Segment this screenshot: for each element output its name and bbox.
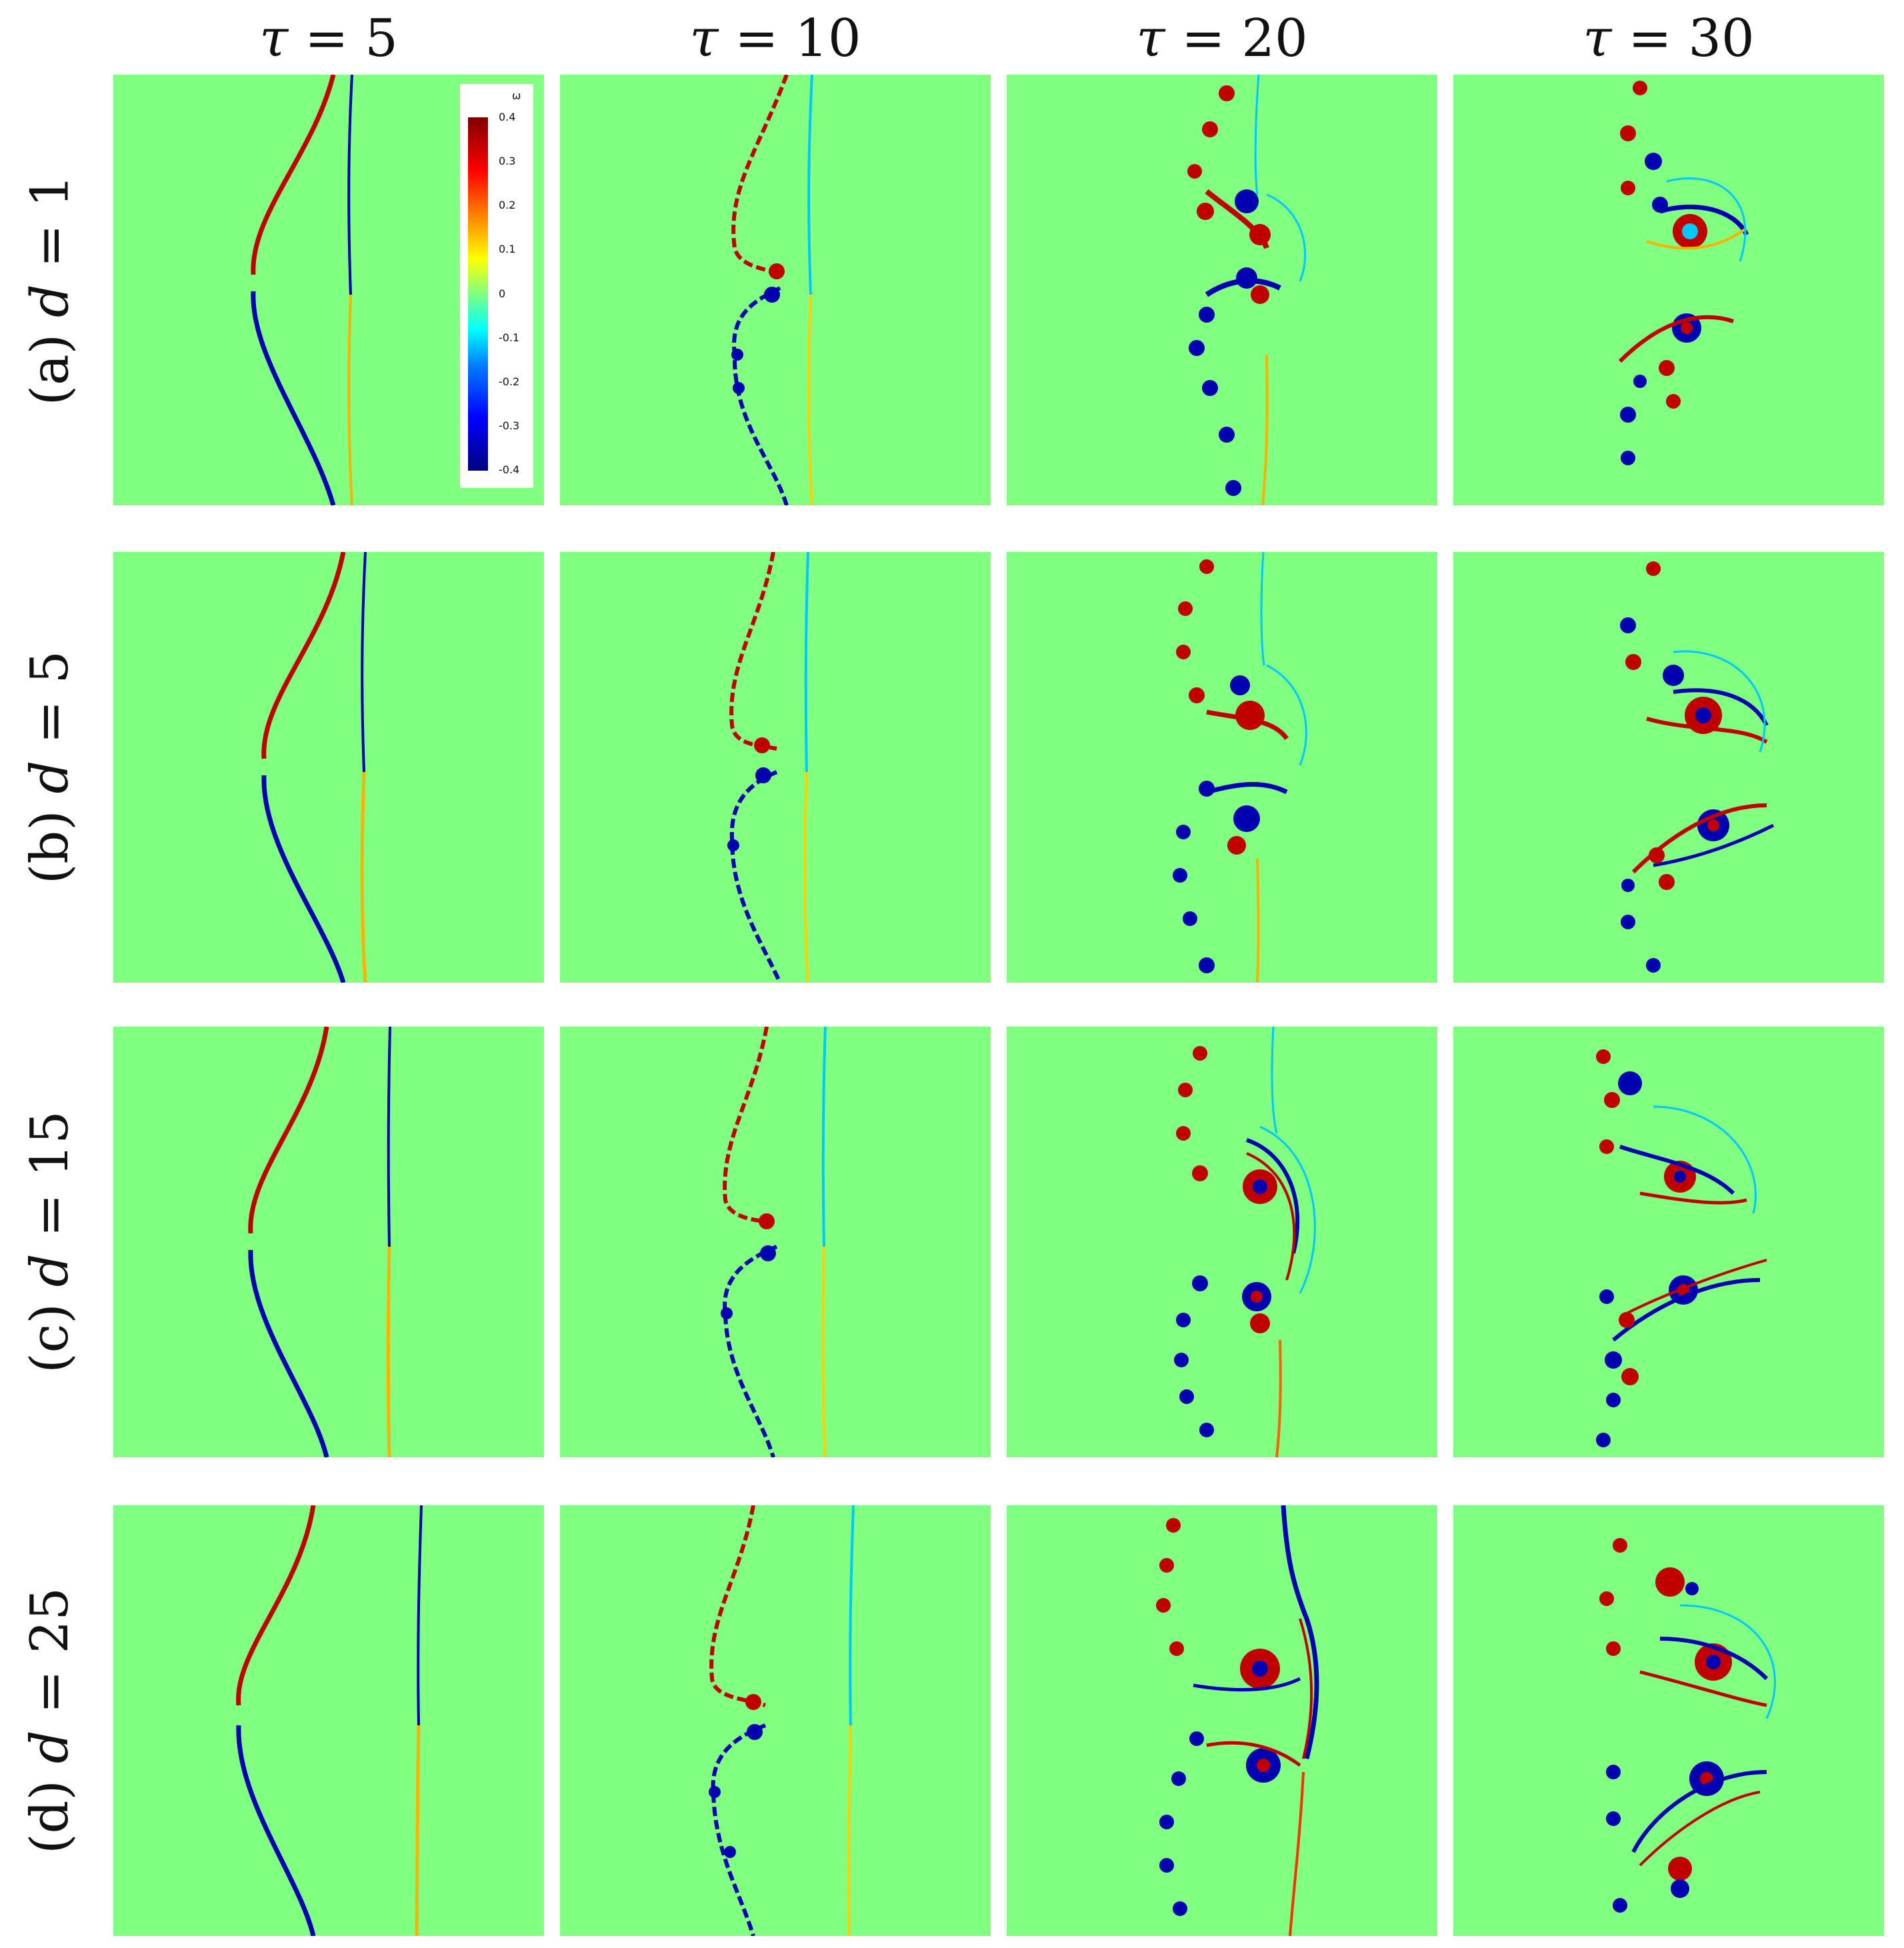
colorbar-tick: 0.1 (499, 243, 516, 255)
colorbar: ω 0.4 0.3 0.2 0.1 0 -0.1 -0.2 -0.3 -0.4 (460, 84, 533, 488)
vorticity-field (1173, 552, 1307, 983)
panel-d-tau5 (113, 1505, 544, 1936)
vorticity-field (251, 75, 353, 505)
colorbar-tick: -0.2 (499, 375, 520, 388)
colorbar-gradient (468, 117, 488, 471)
vorticity-field (709, 1505, 855, 1936)
panel-d-tau30 (1453, 1505, 1884, 1936)
column-title-tau-30: τ = 30 (1583, 9, 1755, 69)
panel-d-tau10 (560, 1505, 991, 1936)
column-title-tau-10: τ = 10 (689, 9, 861, 69)
panel-a-tau10 (560, 75, 991, 505)
column-title-tau-5: τ = 5 (259, 9, 398, 69)
vorticity-field (261, 552, 367, 983)
row-title-b: (b) d = 5 (20, 650, 80, 885)
row-title-d: (d) d = 25 (20, 1587, 80, 1854)
panel-b-tau20 (1007, 552, 1437, 983)
panel-a-tau5: ω 0.4 0.3 0.2 0.1 0 -0.1 -0.2 -0.3 -0.4 (113, 75, 544, 505)
column-title-tau-20: τ = 20 (1136, 9, 1308, 69)
panel-d-tau20 (1007, 1505, 1437, 1936)
vorticity-field (1174, 1027, 1316, 1457)
panel-b-tau30 (1453, 552, 1884, 983)
vorticity-field (1599, 1538, 1776, 1913)
colorbar-tick: 0.4 (499, 111, 516, 123)
panel-c-tau30 (1453, 1027, 1884, 1457)
vorticity-field (248, 1027, 391, 1457)
vorticity-field (1156, 1505, 1319, 1936)
colorbar-tick: -0.1 (499, 331, 520, 344)
panel-a-tau30 (1453, 75, 1884, 505)
vorticity-field (1618, 81, 1749, 465)
panel-c-tau5 (113, 1027, 544, 1457)
colorbar-tick: -0.4 (499, 463, 520, 476)
vorticity-field (731, 75, 813, 505)
colorbar-tick: -0.3 (499, 419, 520, 432)
panel-b-tau10 (560, 552, 991, 983)
colorbar-tick: 0.2 (499, 199, 516, 211)
vorticity-field (721, 1027, 827, 1457)
row-title-c: (c) d = 15 (20, 1111, 80, 1373)
panel-c-tau10 (560, 1027, 991, 1457)
panel-a-tau20 (1007, 75, 1437, 505)
vorticity-field (236, 1505, 423, 1936)
vorticity-field (1620, 561, 1775, 973)
colorbar-title: ω (512, 89, 521, 102)
colorbar-tick: 0.3 (499, 155, 516, 167)
colorbar-tick: 0 (499, 287, 506, 300)
panel-b-tau5 (113, 552, 544, 983)
vorticity-field (1596, 1049, 1767, 1447)
vorticity-field (727, 552, 809, 983)
row-title-a: (a) d = 1 (20, 174, 81, 406)
vorticity-field (1187, 75, 1307, 505)
panel-c-tau20 (1007, 1027, 1437, 1457)
